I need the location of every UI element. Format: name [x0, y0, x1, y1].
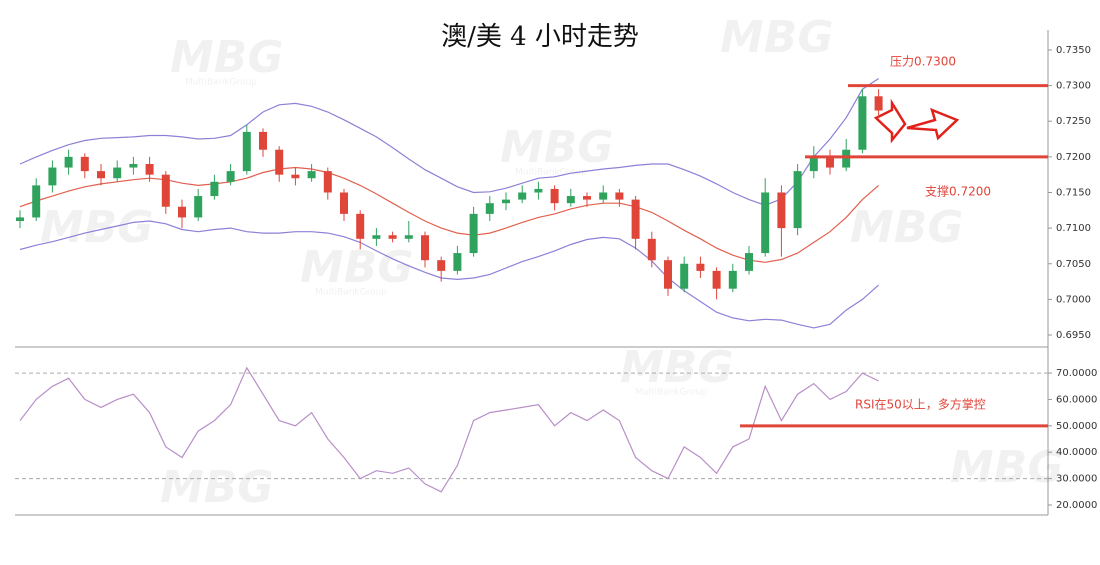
level-label: RSI在50以上，多方掌控: [855, 397, 986, 412]
chart-title: 澳/美 4 小时走势: [441, 22, 639, 52]
candle-body: [404, 235, 413, 239]
candle-body: [664, 260, 672, 289]
y-tick-label: 40.0000: [1056, 447, 1097, 458]
arrow-icon: [873, 98, 907, 144]
candle-body: [16, 217, 24, 221]
candle-body: [615, 192, 624, 200]
y-tick-label: 0.7100: [1056, 223, 1091, 234]
candle-body: [793, 171, 802, 229]
candle-body: [145, 163, 154, 175]
watermark: MBG: [300, 242, 413, 293]
candle-body: [745, 253, 753, 271]
y-tick-label: 0.6950: [1056, 330, 1091, 341]
band-line: [19, 77, 879, 206]
watermark-sub: MultiBankGroup: [185, 78, 257, 88]
y-tick-label: 50.0000: [1056, 421, 1097, 432]
y-tick-label: 0.7350: [1056, 45, 1091, 56]
candle-body: [437, 260, 446, 271]
candle-body: [178, 206, 186, 218]
candle-body: [356, 213, 365, 239]
candle-body: [210, 181, 219, 197]
watermarks: MBG MBG MBG MBG MBG MBG MBG MBG MBG Mult…: [40, 12, 1063, 513]
candle-body: [307, 171, 316, 179]
candle-body: [242, 131, 251, 172]
candle-body: [874, 96, 883, 111]
candle-body: [340, 192, 348, 214]
candle-body: [534, 188, 543, 193]
level-label: 压力0.7300: [890, 55, 956, 69]
candle-body: [323, 171, 332, 193]
candle-body: [502, 199, 510, 204]
y-tick-label: 0.7250: [1056, 116, 1091, 127]
candle-body: [291, 174, 300, 179]
band-line: [19, 220, 879, 329]
y-tick-label: 30.0000: [1056, 474, 1097, 485]
level-label: 支撑0.7200: [925, 184, 991, 199]
candle-body: [728, 270, 737, 289]
candle-body: [80, 156, 89, 172]
candle-body: [97, 171, 105, 179]
y-tick-label: 0.7050: [1056, 259, 1091, 270]
y-tick-label: 70.0000: [1056, 368, 1097, 379]
candle-body: [696, 263, 705, 271]
watermark: MBG: [500, 122, 613, 173]
candle-body: [842, 149, 851, 168]
candle-body: [48, 167, 57, 186]
watermark: MBG: [40, 202, 153, 253]
candle-body: [761, 192, 770, 254]
y-tick-label: 0.7200: [1056, 152, 1091, 163]
candle-body: [485, 203, 494, 214]
candle-body: [631, 199, 640, 239]
candle-body: [599, 192, 608, 200]
candle-body: [161, 174, 170, 207]
watermark: MBG: [160, 462, 273, 513]
candle-body: [712, 270, 721, 289]
watermark: MBG: [170, 32, 283, 83]
y-tick-label: 0.7150: [1056, 187, 1091, 198]
arrow-icon: [906, 107, 960, 141]
candle-body: [680, 263, 689, 289]
watermark-sub: MultiBankGroup: [635, 388, 707, 398]
y-tick-label: 0.7300: [1056, 81, 1091, 92]
candle-body: [113, 167, 122, 179]
candle-body: [566, 196, 575, 204]
candle-body: [226, 171, 235, 182]
candle-body: [583, 196, 591, 200]
watermark-sub: MultiBankGroup: [315, 288, 387, 298]
watermark: MBG: [720, 12, 833, 63]
candle-body: [64, 156, 73, 168]
candle-body: [777, 192, 786, 229]
candle-body: [421, 235, 429, 261]
candle-body: [372, 235, 381, 239]
y-tick-label: 60.0000: [1056, 394, 1097, 405]
candle-body: [259, 131, 267, 150]
y-tick-label: 0.7000: [1056, 294, 1091, 305]
candle-body: [453, 253, 462, 271]
watermark: MBG: [850, 202, 963, 253]
candle-body: [129, 163, 138, 168]
candle-body: [275, 149, 284, 175]
candle-body: [518, 192, 527, 200]
candle-body: [469, 213, 478, 254]
candle-body: [858, 96, 867, 150]
rsi-line: [19, 366, 879, 493]
candle-body: [647, 238, 656, 261]
watermark-sub: MultiBankGroup: [515, 168, 587, 178]
candle-body: [809, 156, 818, 172]
y-tick-label: 20.0000: [1056, 500, 1097, 511]
watermark: MBG: [950, 442, 1063, 493]
candle-body: [826, 156, 834, 168]
watermark: MBG: [620, 342, 733, 393]
candle-body: [388, 235, 397, 239]
candle-body: [194, 196, 203, 218]
candle-body: [550, 188, 559, 204]
candle-body: [32, 185, 41, 218]
